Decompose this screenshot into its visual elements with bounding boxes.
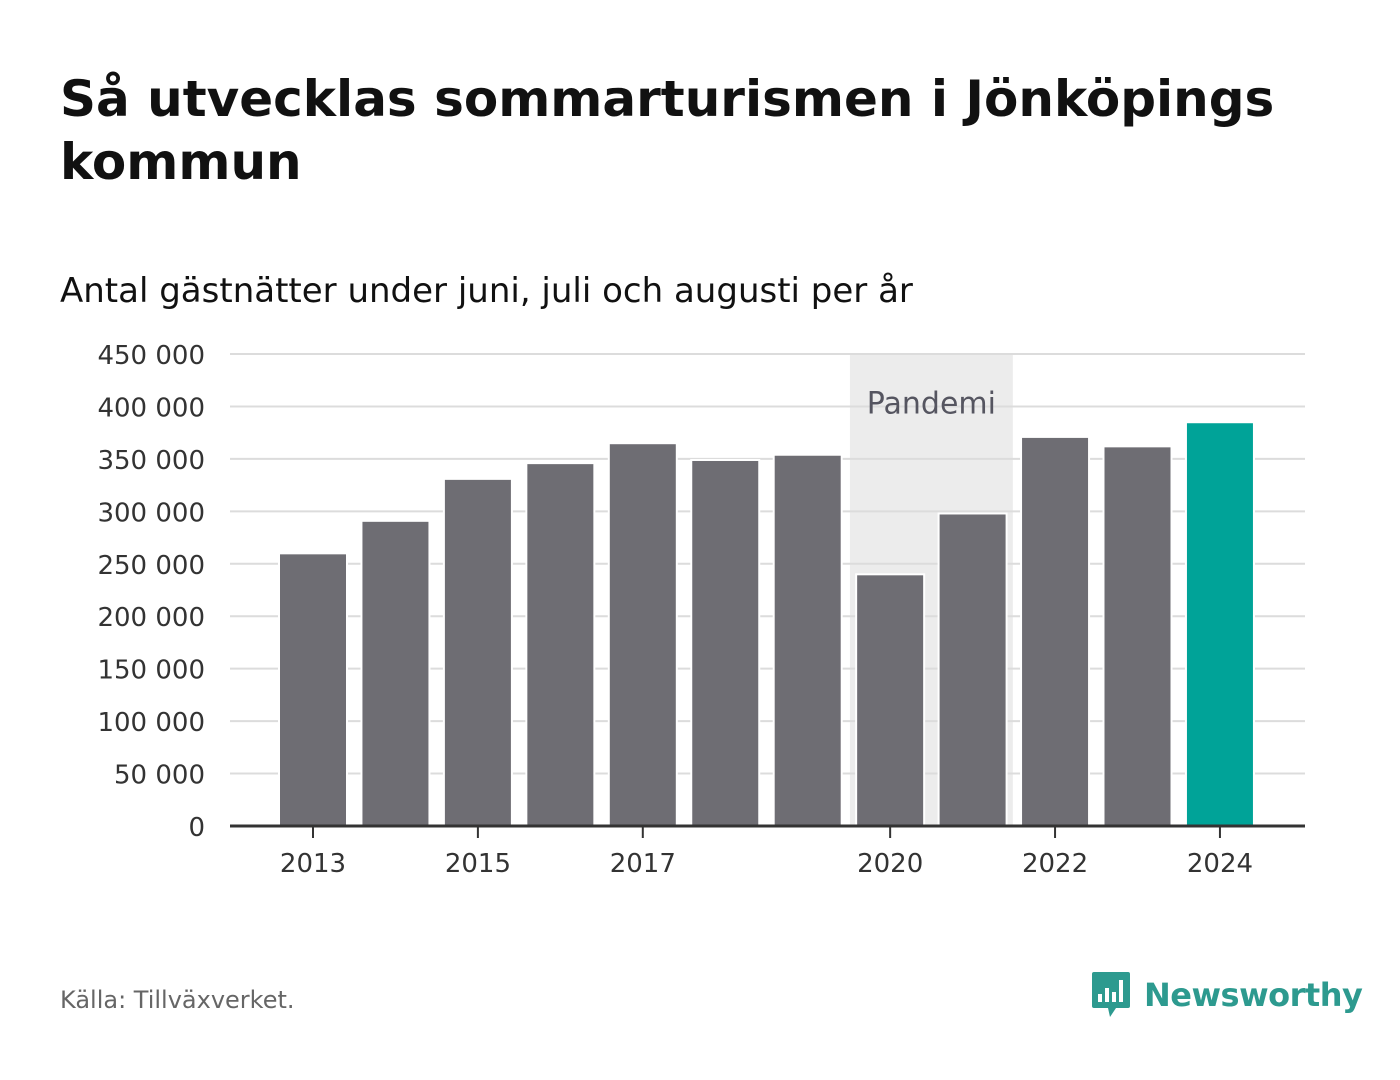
y-tick-label: 250 000 [97,551,205,581]
y-tick-label: 350 000 [97,446,205,476]
x-tick-label: 2017 [610,849,676,879]
x-tick-label: 2013 [280,849,346,879]
x-tick-label: 2024 [1187,849,1253,879]
bar [1104,447,1171,826]
bar-highlight [1186,423,1253,826]
chart-subtitle: Antal gästnätter under juni, juli och au… [60,271,913,311]
brand-logo: Newsworthy [1090,970,1363,1020]
x-tick-label: 2022 [1022,849,1088,879]
bar [609,444,676,826]
y-tick-label: 0 [188,813,205,843]
newsworthy-logo-icon [1092,972,1130,1017]
y-tick-label: 50 000 [114,761,205,791]
x-tick-label: 2020 [857,849,923,879]
y-tick-label: 150 000 [97,656,205,686]
bar [1022,437,1089,826]
bar [692,460,759,826]
bar [857,575,924,826]
y-tick-label: 400 000 [97,393,205,423]
bar [774,455,841,826]
bar-chart: 0 50 000 100 000 150 000 200 000 250 000 300 0… [97,341,1305,879]
y-tick-label: 200 000 [97,603,205,633]
y-tick-label: 100 000 [97,708,205,738]
y-tick-label: 300 000 [97,498,205,528]
chart-title: Så utvecklas sommarturismen i Jönköpings… [60,70,1275,191]
x-tick-label: 2015 [445,849,511,879]
brand-name: Newsworthy [1144,976,1363,1014]
bar [362,521,429,826]
bar [939,514,1006,826]
bar [280,554,346,826]
annotation-label: Pandemi [867,386,996,421]
source-note: Källa: Tillväxverket. [60,986,295,1014]
y-tick-label: 450 000 [97,341,205,371]
bar [444,479,511,826]
bar [527,464,594,826]
